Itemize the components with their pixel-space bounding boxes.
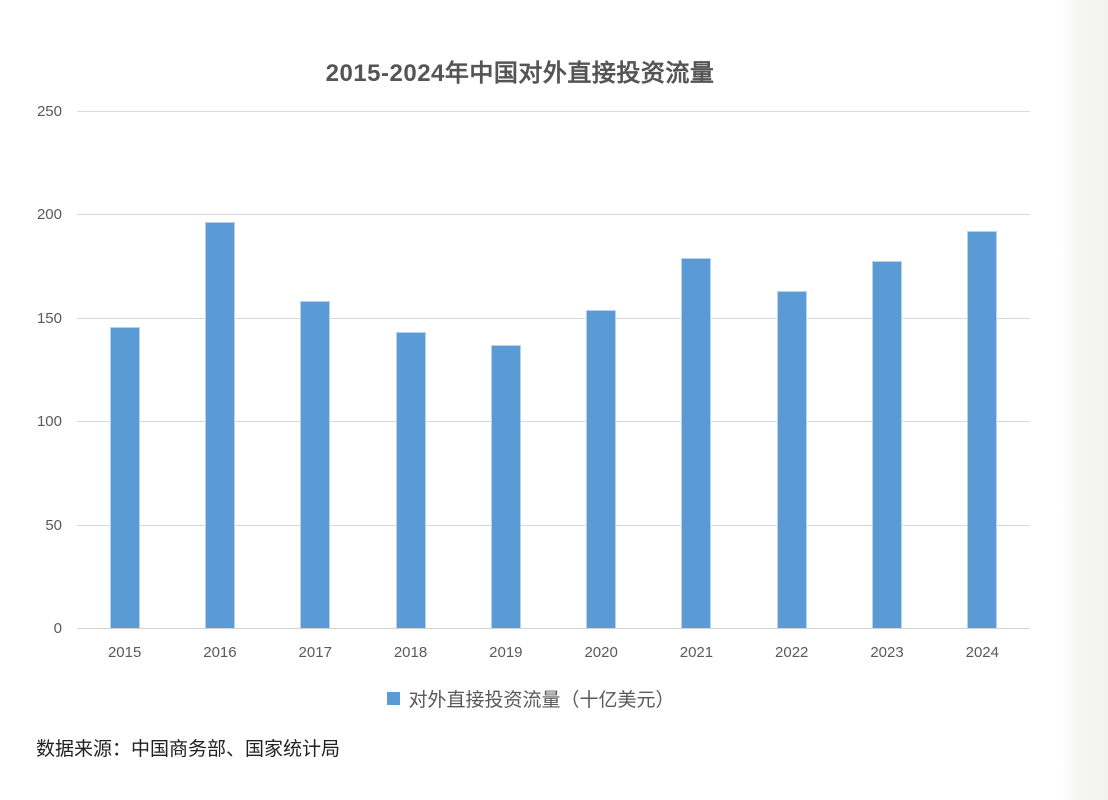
bar-2021: [681, 258, 711, 628]
y-tick-label-50: 50: [45, 516, 62, 534]
y-tick-label-200: 200: [36, 206, 62, 224]
x-tick-label-2019: 2019: [489, 644, 523, 661]
x-tick-label-2024: 2024: [965, 644, 999, 661]
bar-2015: [110, 327, 140, 628]
gridline-50: [77, 524, 1030, 526]
bar-2024: [967, 231, 997, 628]
x-tick-label-2015: 2015: [107, 644, 142, 661]
y-tick-label-250: 250: [36, 103, 62, 120]
x-tick-label-2016: 2016: [203, 644, 237, 661]
y-tick-label-0: 0: [53, 620, 62, 637]
legend-swatch-icon: [387, 692, 401, 705]
bar-2020: [586, 310, 616, 628]
x-tick-label-2020: 2020: [584, 644, 618, 661]
x-tick-label-2017: 2017: [298, 644, 332, 661]
y-tick-label-150: 150: [36, 309, 62, 327]
bar-2017: [300, 301, 330, 628]
chart-title: 2015-2024年中国对外直接投资流量: [325, 60, 715, 87]
x-tick-label-2022: 2022: [775, 644, 809, 661]
x-axis-labels: 2015 2016 2017 2018 2019 2020 2021 2022 2023 2024: [77, 644, 1030, 661]
y-tick-label-100: 100: [36, 413, 62, 431]
gridline-150: [77, 317, 1030, 319]
data-source-note: 数据来源：中国商务部、国家统计局: [36, 739, 341, 760]
x-tick-label-2018: 2018: [393, 644, 428, 661]
x-tick-label-2021: 2021: [679, 644, 714, 661]
bar-2019: [491, 345, 521, 628]
legend-label: 对外直接投资流量（十亿美元）: [408, 690, 675, 711]
bar-2018: [396, 332, 426, 628]
bar-2023: [872, 261, 902, 628]
legend: 对外直接投资流量（十亿美元）: [0, 685, 1062, 712]
gridline-250: [77, 111, 1030, 112]
plot-area: [77, 111, 1030, 629]
bar-2022: [777, 291, 807, 628]
bar-2016: [205, 222, 235, 628]
page-edge-strip: [1062, 0, 1108, 800]
gridline-200: [77, 214, 1030, 216]
gridline-100: [77, 421, 1030, 423]
x-tick-label-2023: 2023: [870, 644, 904, 661]
odi-bar-chart: 2015-2024年中国对外直接投资流量 0 50 100 150 200 250 201…: [0, 60, 1062, 760]
